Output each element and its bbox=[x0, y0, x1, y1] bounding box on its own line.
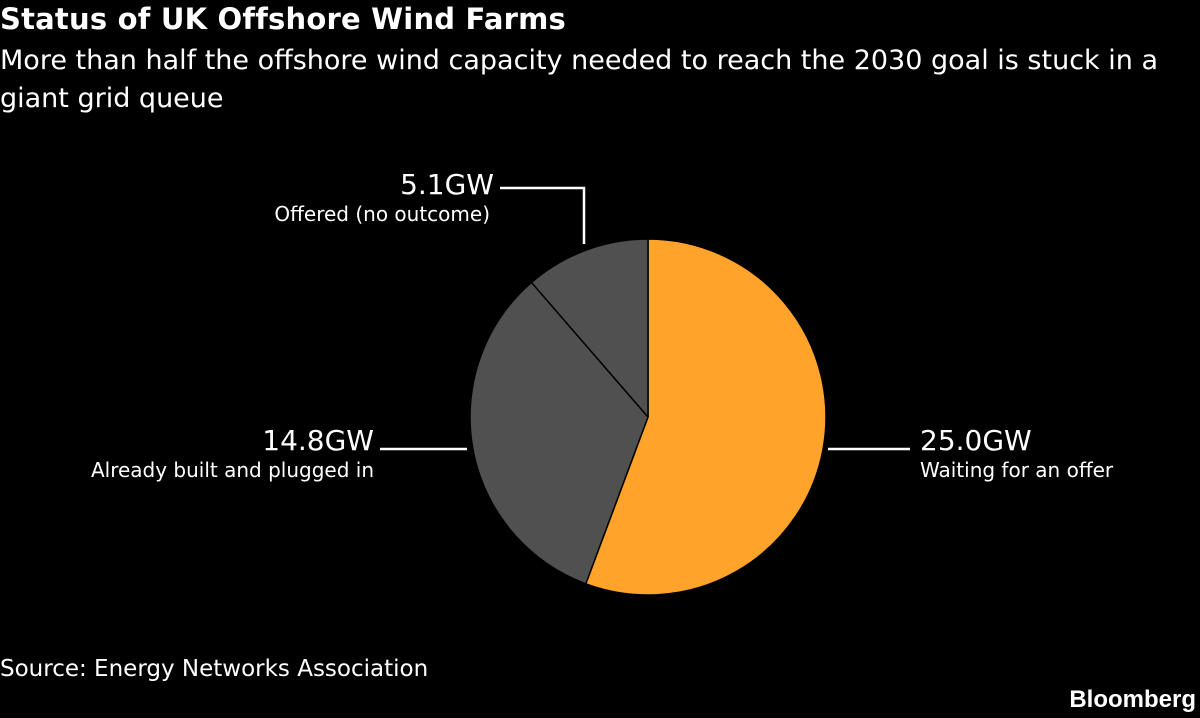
value-label-offered-no-outcome: 5.1GW bbox=[400, 168, 494, 201]
pie-slice-offered-no-outcome bbox=[530, 238, 649, 418]
category-label-offered-no-outcome: Offered (no outcome) bbox=[274, 202, 490, 226]
pie-slice-already-built-and-plugged-in bbox=[469, 281, 649, 585]
chart-title: Status of UK Offshore Wind Farms bbox=[0, 2, 567, 36]
leader-line-offered-no-outcome bbox=[500, 186, 586, 244]
category-label-already-built-and-plugged-in: Already built and plugged in bbox=[91, 458, 374, 482]
chart-subtitle: More than half the offshore wind capacit… bbox=[0, 45, 1158, 114]
pie-slice-waiting-for-an-offer bbox=[585, 238, 827, 596]
value-label-waiting-for-an-offer: 25.0GW bbox=[920, 424, 1032, 457]
source-note: Source: Energy Networks Association bbox=[0, 656, 429, 682]
category-label-waiting-for-an-offer: Waiting for an offer bbox=[920, 458, 1114, 482]
value-label-already-built-and-plugged-in: 14.8GW bbox=[262, 424, 374, 457]
bloomberg-logo: Bloomberg bbox=[1069, 686, 1196, 713]
